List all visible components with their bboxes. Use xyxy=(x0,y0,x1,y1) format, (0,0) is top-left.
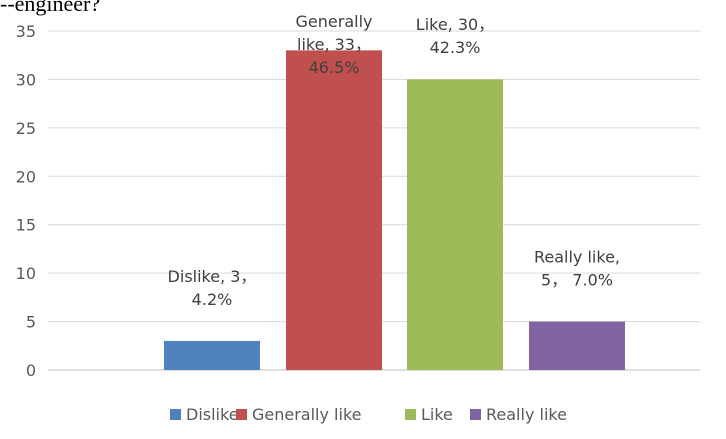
page-title: --engineer? xyxy=(0,0,101,16)
data-label: 46.5% xyxy=(309,58,360,77)
y-tick-label: 15 xyxy=(16,216,36,235)
bar-really-like xyxy=(529,321,625,370)
legend-swatch xyxy=(236,409,247,420)
y-axis-ticks: 0 5 10 15 20 25 30 35 xyxy=(16,22,36,380)
y-tick-label: 35 xyxy=(16,22,36,41)
bar-like xyxy=(407,79,503,370)
bars xyxy=(164,50,625,370)
data-labels: Dislike, 3， 4.2% Generally like, 33， 46.5% Li… xyxy=(168,12,620,309)
data-label: 42.3% xyxy=(430,38,481,57)
y-tick-label: 25 xyxy=(16,119,36,138)
y-tick-label: 30 xyxy=(16,70,36,89)
y-tick-label: 20 xyxy=(16,167,36,186)
legend-swatch xyxy=(470,409,481,420)
y-tick-label: 0 xyxy=(26,361,36,380)
data-label: Really like, xyxy=(534,248,620,267)
data-label: 4.2% xyxy=(192,290,233,309)
data-label: 5， 7.0% xyxy=(541,271,613,290)
y-tick-label: 10 xyxy=(16,264,36,283)
legend: Dislike Generally like Like Really like xyxy=(170,405,567,424)
legend-swatch xyxy=(170,409,181,420)
data-label: Like, 30， xyxy=(416,15,494,34)
legend-swatch xyxy=(405,409,416,420)
legend-label: Really like xyxy=(486,405,567,424)
data-label: like, 33， xyxy=(297,35,371,54)
legend-label: Like xyxy=(421,405,453,424)
legend-label: Generally like xyxy=(252,405,361,424)
legend-label: Dislike xyxy=(186,405,239,424)
data-label: Generally xyxy=(296,12,373,31)
y-tick-label: 5 xyxy=(26,313,36,332)
bar-dislike xyxy=(164,340,260,370)
bar-generally-like xyxy=(286,50,382,370)
data-label: Dislike, 3， xyxy=(168,267,257,286)
